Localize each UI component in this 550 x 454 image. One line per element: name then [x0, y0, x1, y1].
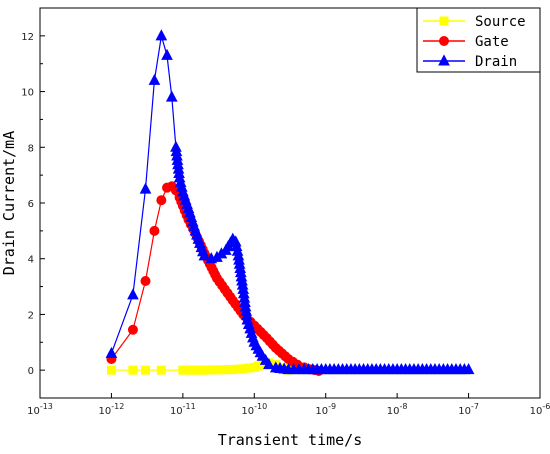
gate-point [280, 351, 291, 362]
drain-point [197, 245, 209, 257]
drain-point [161, 48, 173, 60]
drain-point [278, 362, 291, 374]
series-drain [105, 29, 475, 375]
drain-point [387, 363, 399, 375]
source-point [156, 365, 166, 375]
source-point [208, 365, 218, 375]
x-axis-ticks: 10-13 10-12 10-11 10-10 10-9 10-8 10-7 10-6 [27, 393, 550, 417]
drain-point [458, 363, 471, 375]
legend-label: Drain [475, 54, 517, 70]
x-tick-label: 10-9 [315, 402, 336, 417]
drain-point [236, 278, 249, 290]
legend-swatch-marker [439, 36, 449, 46]
drain-point [259, 353, 272, 365]
x-tick-label: 10-8 [387, 402, 408, 417]
series-gate [106, 181, 324, 376]
drain-point [127, 288, 139, 300]
drain-point [175, 180, 188, 192]
legend-item-gate: Gate [423, 34, 509, 50]
legend-item-source: Source [423, 14, 526, 30]
drain-point [181, 197, 193, 209]
x-axis-title: Transient time/s [218, 431, 363, 449]
x-tick-label: 10-13 [27, 402, 53, 417]
gate-point [140, 276, 151, 286]
source-point [106, 365, 116, 375]
source-point [223, 365, 233, 375]
y-tick-label: 12 [21, 32, 34, 43]
y-tick-label: 0 [28, 366, 34, 377]
legend-label: Gate [475, 34, 509, 50]
x-tick-label: 10-7 [458, 402, 479, 417]
drain-point [215, 247, 228, 259]
drain-point [315, 363, 328, 375]
legend-swatch-marker [438, 54, 450, 66]
drain-point [155, 29, 168, 41]
legend-item-drain: Drain [423, 54, 517, 70]
drain-point [173, 166, 185, 179]
drain-point [247, 331, 259, 343]
x-tick-label: 10-12 [99, 402, 125, 417]
gate-point [149, 225, 160, 236]
y-axis-title: Drain Current/mA [0, 131, 18, 276]
y-tick-label: 10 [21, 88, 34, 99]
drain-point [231, 244, 244, 256]
drain-point [254, 346, 267, 358]
source-point [244, 363, 254, 373]
x-tick-label: 10-11 [170, 402, 196, 417]
drain-point [188, 219, 200, 231]
y-axis-ticks: 0 2 4 6 8 10 12 [21, 7, 45, 399]
y-tick-label: 6 [28, 199, 34, 210]
legend-swatch-marker [439, 16, 449, 26]
series-layer [105, 29, 475, 376]
x-tick-label: 10-6 [530, 402, 550, 417]
drain-point [148, 73, 161, 85]
gate-point [127, 324, 138, 335]
gate-point [156, 195, 167, 206]
y-tick-label: 4 [28, 255, 34, 266]
x-tick-label: 10-10 [241, 402, 267, 417]
gate-point [225, 291, 236, 302]
drain-point [224, 236, 237, 248]
legend-label: Source [475, 14, 526, 30]
drain-point [105, 346, 118, 358]
drain-point [240, 309, 253, 321]
gate-point [267, 339, 278, 350]
source-point [195, 365, 205, 375]
y-tick-label: 8 [28, 143, 34, 154]
source-point [233, 364, 243, 374]
source-point [253, 361, 263, 371]
drain-point [165, 90, 178, 102]
drain-point [293, 363, 305, 375]
y-tick-label: 2 [28, 310, 34, 321]
gate-point [210, 269, 221, 280]
source-point [128, 365, 138, 375]
legend: Source Gate Drain [416, 7, 541, 73]
drain-point [139, 182, 152, 194]
gate-point [258, 329, 269, 340]
source-point [141, 365, 151, 375]
